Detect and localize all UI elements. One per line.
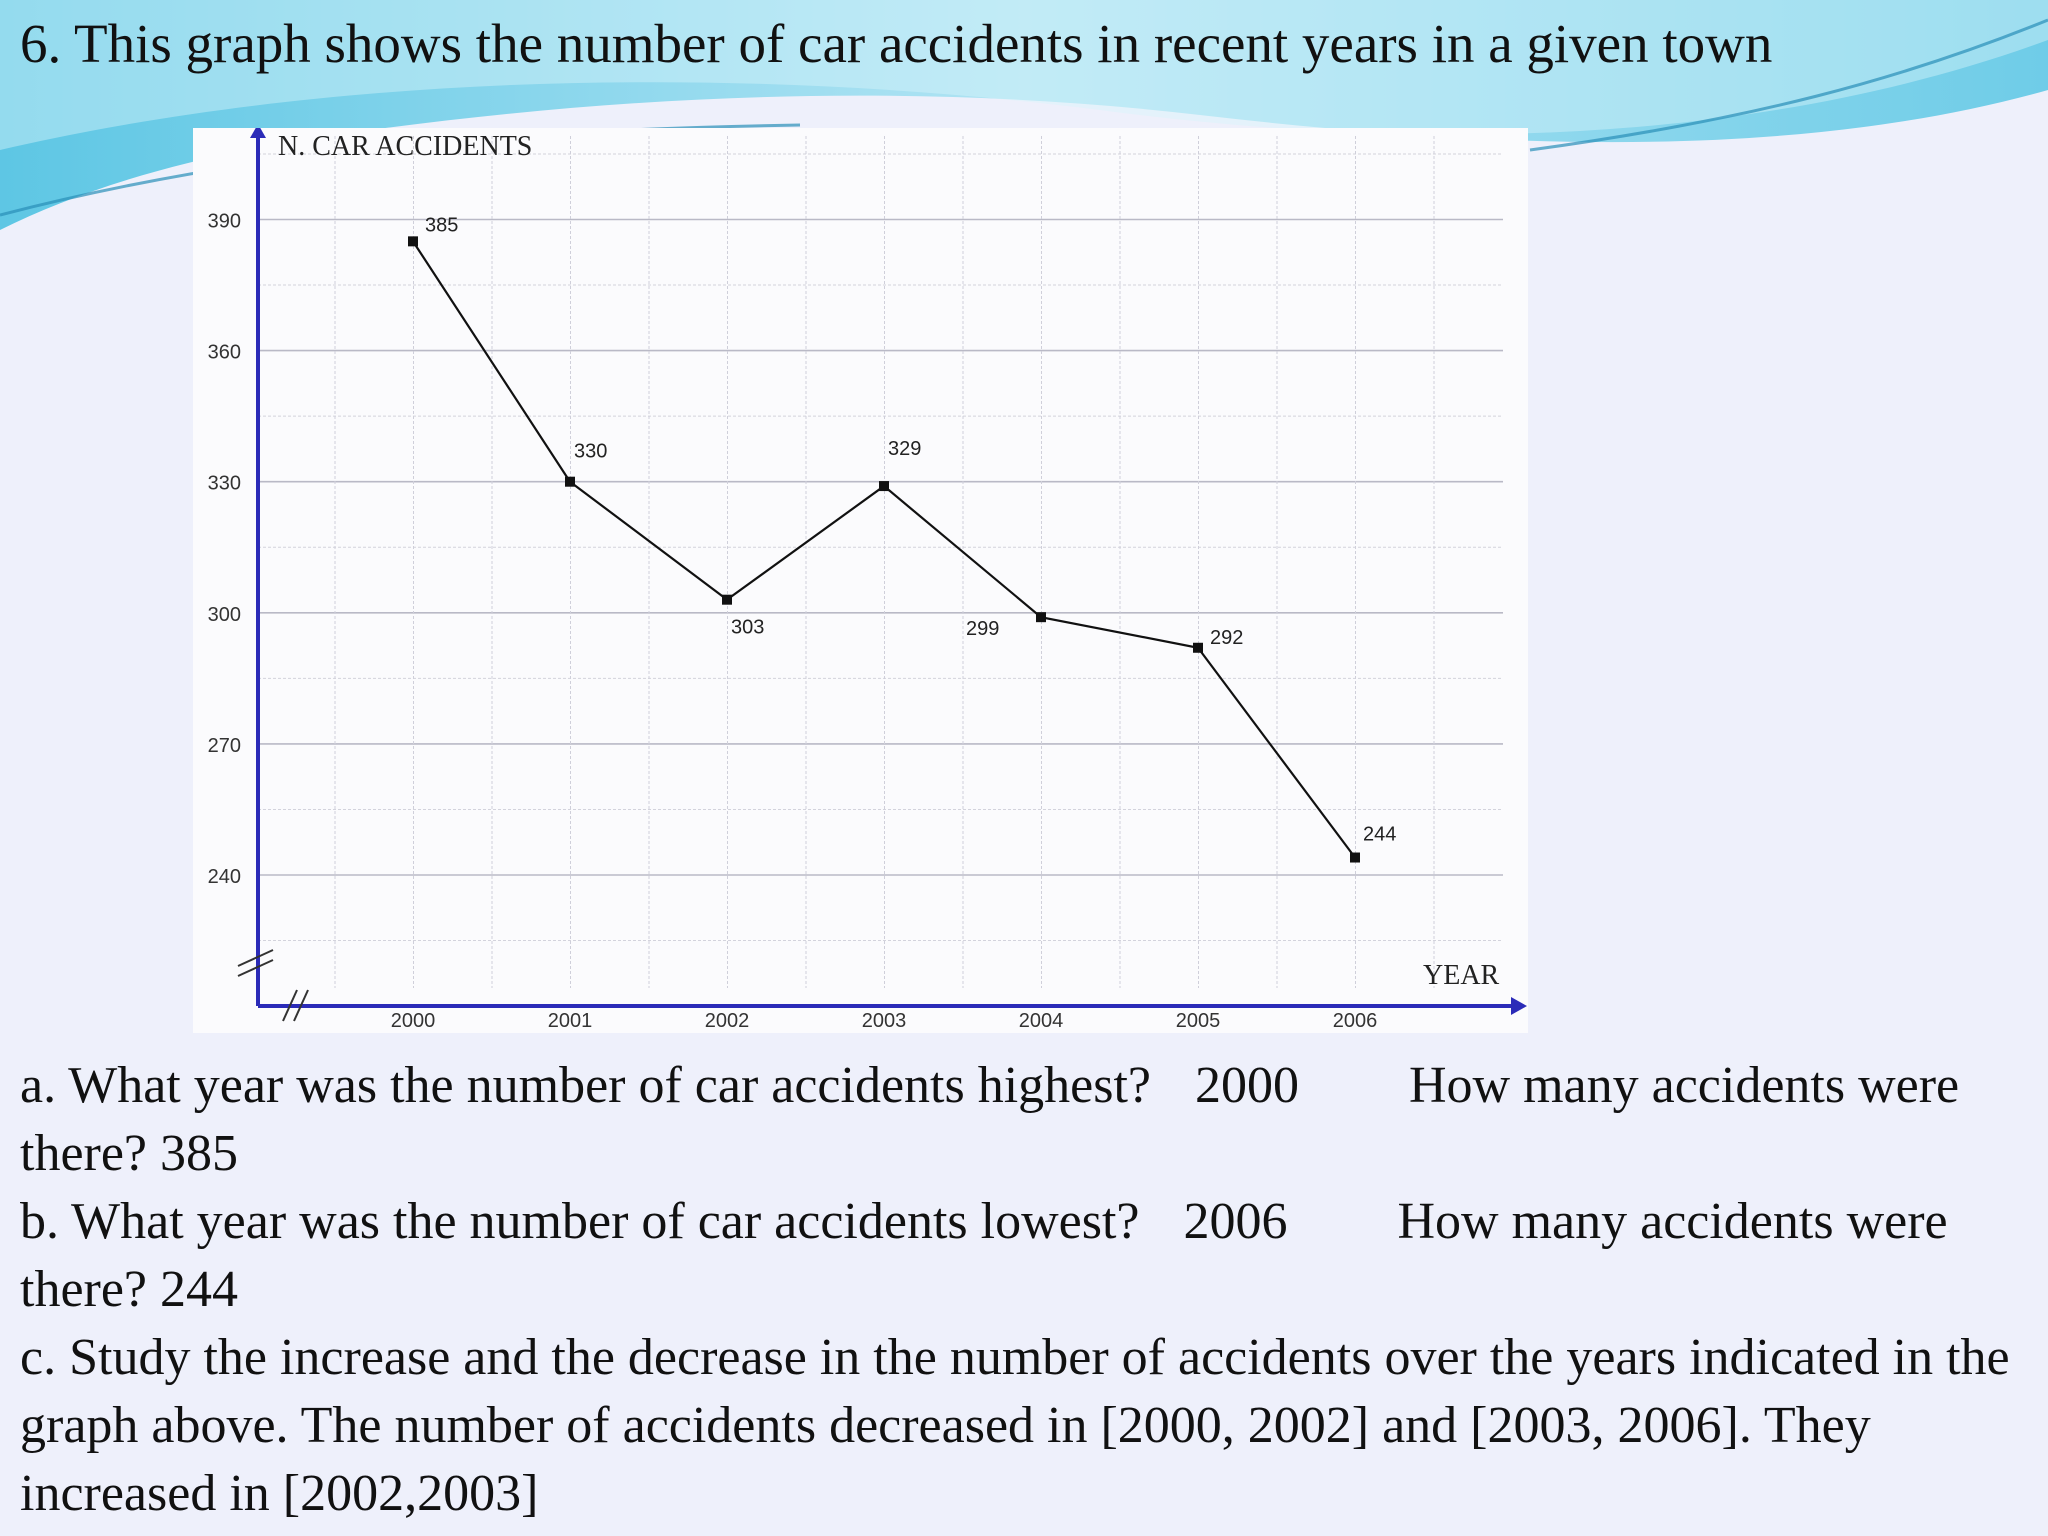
questions-block: a. What year was the number of car accid… bbox=[20, 1052, 2030, 1528]
x-tick-labels: 2000 2001 2002 2003 2004 2005 2006 bbox=[391, 1010, 1378, 1032]
data-point-marker bbox=[408, 236, 418, 247]
y-axis-arrow-icon bbox=[250, 128, 266, 138]
y-axis-title: N. CAR ACCIDENTS bbox=[278, 131, 532, 162]
data-point-marker bbox=[722, 594, 732, 605]
data-label: 292 bbox=[1210, 627, 1243, 649]
question-a-text: a. What year was the number of car accid… bbox=[20, 1057, 1151, 1114]
question-b: b. What year was the number of car accid… bbox=[20, 1188, 2030, 1324]
x-tick-label: 2006 bbox=[1333, 1010, 1378, 1032]
data-label: 329 bbox=[888, 438, 921, 460]
x-axis-arrow-icon bbox=[1511, 997, 1527, 1015]
x-tick-label: 2005 bbox=[1176, 1010, 1221, 1032]
data-label: 385 bbox=[425, 214, 458, 236]
data-point-marker bbox=[1193, 642, 1203, 653]
data-label: 303 bbox=[731, 617, 764, 639]
x-tick-label: 2002 bbox=[705, 1010, 750, 1032]
chart-axes bbox=[237, 128, 1527, 1022]
y-axis-break-icon bbox=[237, 949, 274, 977]
data-point-marker bbox=[1036, 612, 1046, 623]
question-b-answer: 2006 bbox=[1183, 1193, 1288, 1250]
chart-grid bbox=[258, 136, 1503, 988]
y-tick-label: 300 bbox=[208, 604, 241, 626]
question-c: c. Study the increase and the decrease i… bbox=[20, 1329, 2010, 1522]
question-a: a. What year was the number of car accid… bbox=[20, 1052, 2030, 1188]
data-labels: 385 330 303 329 299 292 244 bbox=[425, 214, 1396, 845]
y-tick-label: 240 bbox=[208, 866, 241, 888]
data-label: 244 bbox=[1363, 824, 1396, 846]
x-tick-label: 2003 bbox=[862, 1010, 907, 1032]
header-wave-line-right bbox=[1529, 18, 2048, 152]
data-label: 299 bbox=[966, 618, 999, 640]
y-tick-label: 360 bbox=[208, 342, 241, 364]
data-point-marker bbox=[1350, 852, 1360, 863]
chart-panel: 240 270 300 330 360 390 2000 2001 2002 2003 2004 2… bbox=[193, 128, 1528, 1033]
x-axis-break-icon bbox=[282, 989, 309, 1022]
header-wave-light bbox=[0, 0, 2048, 150]
x-axis-title: YEAR bbox=[1423, 960, 1500, 991]
data-point-marker bbox=[879, 481, 889, 492]
question-b-follow: How many accidents were there? 244 bbox=[20, 1193, 1948, 1318]
x-tick-label: 2004 bbox=[1019, 1010, 1064, 1032]
question-a-answer: 2000 bbox=[1195, 1057, 1299, 1114]
question-b-text: b. What year was the number of car accid… bbox=[20, 1193, 1140, 1250]
x-tick-label: 2000 bbox=[391, 1010, 436, 1032]
question-a-follow: How many accidents were there? 385 bbox=[20, 1057, 1960, 1182]
x-tick-label: 2001 bbox=[548, 1010, 593, 1032]
y-tick-labels: 240 270 300 330 360 390 bbox=[208, 211, 241, 889]
y-tick-label: 270 bbox=[208, 735, 241, 757]
slide-title: 6. This graph shows the number of car ac… bbox=[20, 13, 1773, 74]
header-wave bbox=[0, 0, 2048, 230]
data-points bbox=[408, 236, 1360, 863]
data-label: 330 bbox=[574, 441, 607, 463]
y-tick-label: 390 bbox=[208, 211, 241, 233]
data-point-marker bbox=[565, 476, 575, 487]
y-tick-label: 330 bbox=[208, 473, 241, 495]
